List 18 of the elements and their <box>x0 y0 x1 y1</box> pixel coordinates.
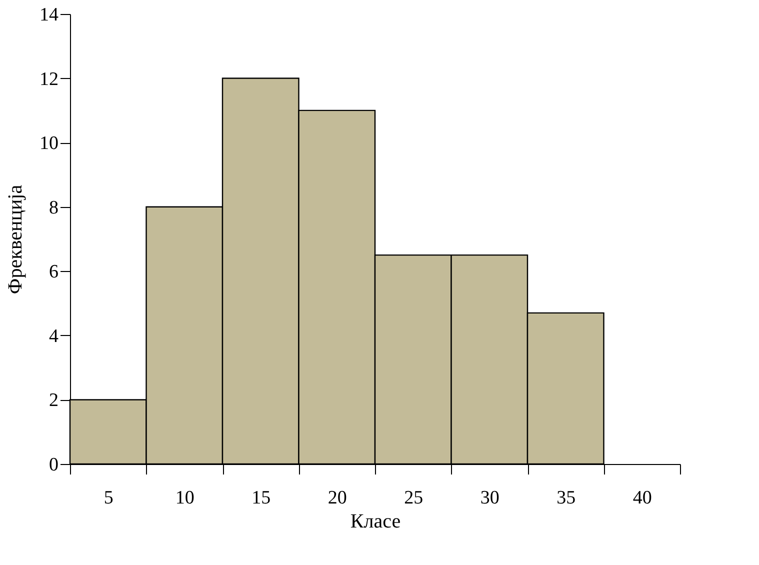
x-tick-label: 25 <box>404 488 424 508</box>
x-tick-label: 10 <box>175 488 194 508</box>
x-tick-label: 30 <box>480 488 500 508</box>
x-tick-label: 35 <box>556 488 576 508</box>
y-tick-label: 4 <box>49 326 59 347</box>
y-tick-label: 2 <box>49 390 58 412</box>
y-tick-label: 10 <box>40 133 58 154</box>
y-tick-label: 0 <box>49 454 58 476</box>
x-tick-label: 5 <box>104 488 114 508</box>
x-axis-title: Класе <box>350 510 401 532</box>
y-axis-title: Фреквенција <box>4 184 26 294</box>
y-tick-label: 6 <box>49 262 58 283</box>
y-tick-label: 8 <box>49 197 58 218</box>
x-tick-label: 15 <box>252 488 271 508</box>
y-tick-label: 14 <box>40 4 59 26</box>
y-tick-label: 12 <box>40 68 58 90</box>
x-tick-label: 20 <box>328 488 347 508</box>
x-tick-label: 40 <box>632 488 652 508</box>
